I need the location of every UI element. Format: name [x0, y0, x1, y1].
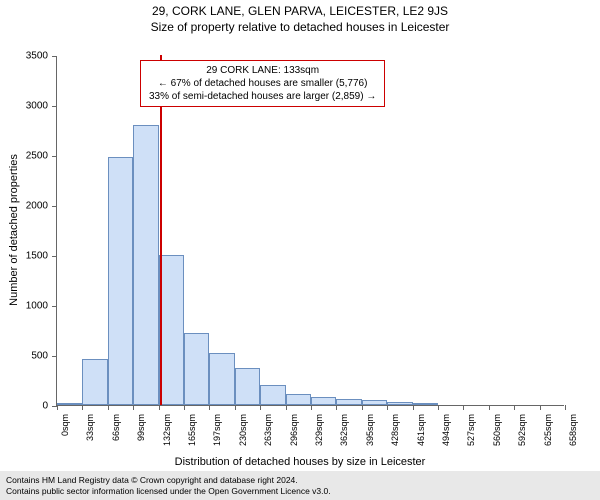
- histogram-bar: [235, 368, 260, 405]
- page-address: 29, CORK LANE, GLEN PARVA, LEICESTER, LE…: [0, 4, 600, 18]
- footer: Contains HM Land Registry data © Crown c…: [0, 471, 600, 500]
- x-tick-mark: [235, 405, 236, 410]
- y-tick-mark: [52, 156, 57, 157]
- x-tick-label: 329sqm: [314, 414, 324, 446]
- x-tick-mark: [540, 405, 541, 410]
- y-tick-mark: [52, 206, 57, 207]
- x-tick-mark: [438, 405, 439, 410]
- x-tick-mark: [286, 405, 287, 410]
- x-tick-mark: [413, 405, 414, 410]
- y-tick-mark: [52, 356, 57, 357]
- footer-line1: Contains HM Land Registry data © Crown c…: [6, 475, 594, 486]
- y-tick-label: 1500: [18, 251, 48, 262]
- x-tick-label: 658sqm: [568, 414, 578, 446]
- x-tick-label: 132sqm: [162, 414, 172, 446]
- histogram-bar: [82, 359, 107, 405]
- x-tick-label: 395sqm: [365, 414, 375, 446]
- histogram-bar: [108, 157, 133, 405]
- x-tick-mark: [57, 405, 58, 410]
- histogram-bar: [184, 333, 209, 405]
- histogram-bar: [362, 400, 387, 405]
- x-tick-mark: [82, 405, 83, 410]
- y-tick-label: 0: [18, 401, 48, 412]
- x-tick-mark: [260, 405, 261, 410]
- y-tick-label: 3000: [18, 101, 48, 112]
- y-tick-mark: [52, 56, 57, 57]
- page-subtitle: Size of property relative to detached ho…: [0, 20, 600, 34]
- x-tick-label: 263sqm: [263, 414, 273, 446]
- x-tick-mark: [489, 405, 490, 410]
- x-tick-label: 99sqm: [136, 414, 146, 441]
- chart-area: 05001000150020002500300035000sqm33sqm66s…: [56, 56, 564, 406]
- x-tick-label: 0sqm: [60, 414, 70, 436]
- x-tick-mark: [159, 405, 160, 410]
- x-tick-label: 625sqm: [543, 414, 553, 446]
- x-tick-mark: [184, 405, 185, 410]
- x-tick-label: 362sqm: [339, 414, 349, 446]
- histogram-bar: [413, 403, 438, 405]
- histogram-bar: [387, 402, 412, 405]
- x-tick-label: 592sqm: [517, 414, 527, 446]
- marker-line: [160, 55, 162, 405]
- x-tick-mark: [209, 405, 210, 410]
- annotation-box: 29 CORK LANE: 133sqm ← 67% of detached h…: [140, 60, 385, 107]
- x-tick-label: 296sqm: [289, 414, 299, 446]
- y-tick-label: 1000: [18, 301, 48, 312]
- histogram-bar: [286, 394, 311, 405]
- annotation-line3: 33% of semi-detached houses are larger (…: [149, 90, 376, 103]
- x-tick-mark: [311, 405, 312, 410]
- x-tick-label: 428sqm: [390, 414, 400, 446]
- histogram-bar: [209, 353, 234, 405]
- x-tick-label: 197sqm: [212, 414, 222, 446]
- histogram-bar: [336, 399, 361, 405]
- y-tick-mark: [52, 306, 57, 307]
- x-tick-label: 461sqm: [416, 414, 426, 446]
- x-axis-label: Distribution of detached houses by size …: [0, 456, 600, 468]
- x-tick-mark: [387, 405, 388, 410]
- x-tick-label: 560sqm: [492, 414, 502, 446]
- histogram-bar: [133, 125, 158, 405]
- y-tick-label: 2000: [18, 201, 48, 212]
- histogram-bar: [57, 403, 82, 405]
- y-tick-label: 2500: [18, 151, 48, 162]
- x-tick-label: 33sqm: [85, 414, 95, 441]
- y-tick-mark: [52, 256, 57, 257]
- x-tick-label: 230sqm: [238, 414, 248, 446]
- histogram-bar: [311, 397, 336, 405]
- footer-line2: Contains public sector information licen…: [6, 486, 594, 497]
- x-tick-mark: [133, 405, 134, 410]
- x-tick-label: 494sqm: [441, 414, 451, 446]
- annotation-line1: 29 CORK LANE: 133sqm: [149, 64, 376, 77]
- x-tick-label: 527sqm: [466, 414, 476, 446]
- x-tick-mark: [108, 405, 109, 410]
- x-tick-mark: [336, 405, 337, 410]
- histogram-bar: [260, 385, 285, 405]
- y-tick-mark: [52, 106, 57, 107]
- plot-region: 05001000150020002500300035000sqm33sqm66s…: [56, 56, 564, 406]
- histogram-bar: [159, 255, 184, 405]
- y-axis-label: Number of detached properties: [8, 154, 20, 306]
- x-tick-label: 165sqm: [187, 414, 197, 446]
- x-tick-label: 66sqm: [111, 414, 121, 441]
- y-tick-label: 500: [18, 351, 48, 362]
- y-tick-label: 3500: [18, 51, 48, 62]
- x-tick-mark: [565, 405, 566, 410]
- x-tick-mark: [463, 405, 464, 410]
- x-tick-mark: [362, 405, 363, 410]
- annotation-line2: ← 67% of detached houses are smaller (5,…: [149, 77, 376, 90]
- x-tick-mark: [514, 405, 515, 410]
